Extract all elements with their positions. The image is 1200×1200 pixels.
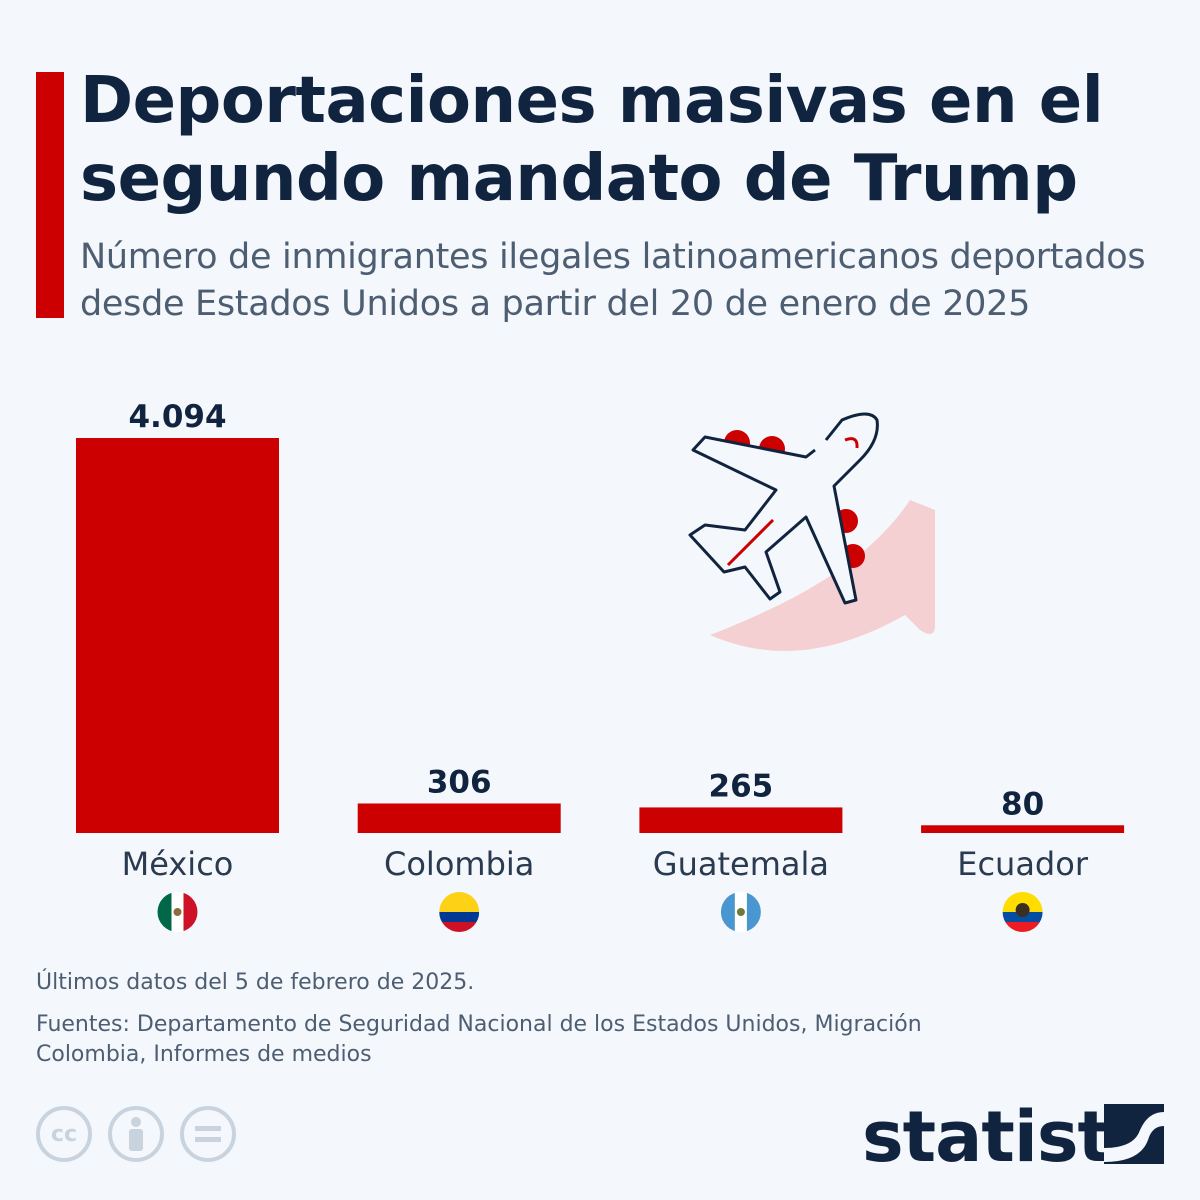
value-label: 4.094 bbox=[128, 399, 226, 435]
cc-text: cc bbox=[50, 1121, 78, 1147]
attribution-icon[interactable] bbox=[108, 1106, 164, 1162]
value-label: 265 bbox=[709, 768, 774, 804]
bar-colombia bbox=[357, 803, 561, 833]
airplane-illustration bbox=[688, 412, 935, 651]
chart-subtitle: Número de inmigrantes ilegales latinoame… bbox=[80, 237, 1146, 324]
no-derivatives-icon[interactable] bbox=[180, 1106, 236, 1162]
category-label: México bbox=[122, 845, 234, 883]
sources-note: Fuentes: Departamento de Seguridad Nacio… bbox=[36, 1012, 922, 1067]
category-label: Ecuador bbox=[957, 845, 1089, 883]
chart-title: Deportaciones masivas en el segundo mand… bbox=[80, 64, 1104, 216]
ecuador-flag-icon bbox=[1002, 892, 1043, 932]
value-label: 80 bbox=[1001, 786, 1044, 822]
arrow-up-icon bbox=[710, 500, 935, 651]
mexico-flag-icon bbox=[157, 892, 198, 932]
category-label: Guatemala bbox=[653, 845, 829, 883]
colombia-flag-icon bbox=[439, 892, 480, 932]
bar-guatemala bbox=[639, 807, 843, 833]
value-label: 306 bbox=[427, 764, 492, 800]
data-date-note: Últimos datos del 5 de febrero de 2025. bbox=[36, 970, 475, 995]
guatemala-flag-icon bbox=[720, 892, 761, 932]
bar-méxico bbox=[76, 438, 279, 833]
statista-logo-mark-icon bbox=[1104, 1104, 1164, 1164]
bar-chart: 4.094 México 306 Colombia 265 Guatemala 80 Ecua… bbox=[76, 399, 1125, 932]
cc-icon[interactable]: cc bbox=[36, 1106, 92, 1162]
bar-ecuador bbox=[921, 825, 1125, 833]
equals-icon bbox=[195, 1126, 221, 1142]
category-label: Colombia bbox=[384, 845, 534, 883]
title-accent-bar bbox=[36, 72, 64, 318]
person-icon bbox=[129, 1117, 143, 1151]
